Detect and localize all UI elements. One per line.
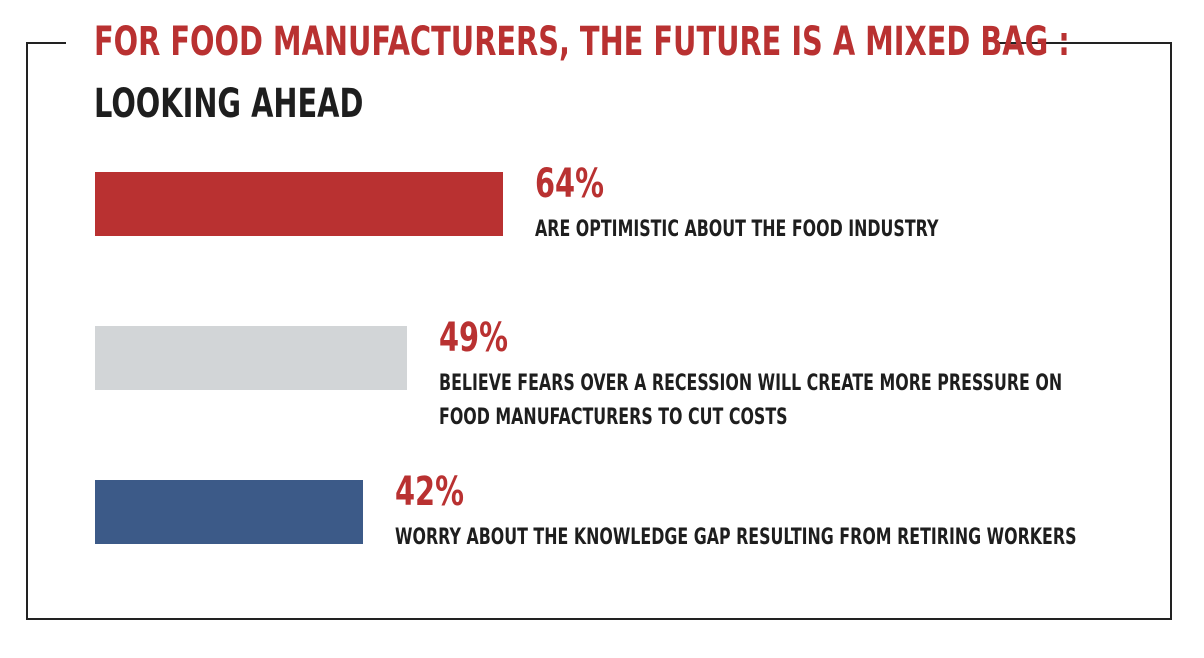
title-background <box>66 10 998 80</box>
bar-64 <box>95 172 503 236</box>
bar-description: WORRY ABOUT THE KNOWLEDGE GAP RESULTING … <box>395 525 1077 550</box>
bar-description: ARE OPTIMISTIC ABOUT THE FOOD INDUSTRY <box>535 217 939 242</box>
bar-49 <box>95 326 407 390</box>
bar-42 <box>95 480 363 544</box>
bar-description: BELIEVE FEARS OVER A RECESSION WILL CREA… <box>439 371 1063 396</box>
value-label: 42% <box>395 469 464 515</box>
bar-description: FOOD MANUFACTURERS TO CUT COSTS <box>439 405 788 430</box>
chart-subtitle: LOOKING AHEAD <box>94 81 364 127</box>
value-label: 64% <box>535 161 604 207</box>
chart-title: FOR FOOD MANUFACTURERS, THE FUTURE IS A … <box>94 19 1070 65</box>
value-label: 49% <box>439 315 508 361</box>
